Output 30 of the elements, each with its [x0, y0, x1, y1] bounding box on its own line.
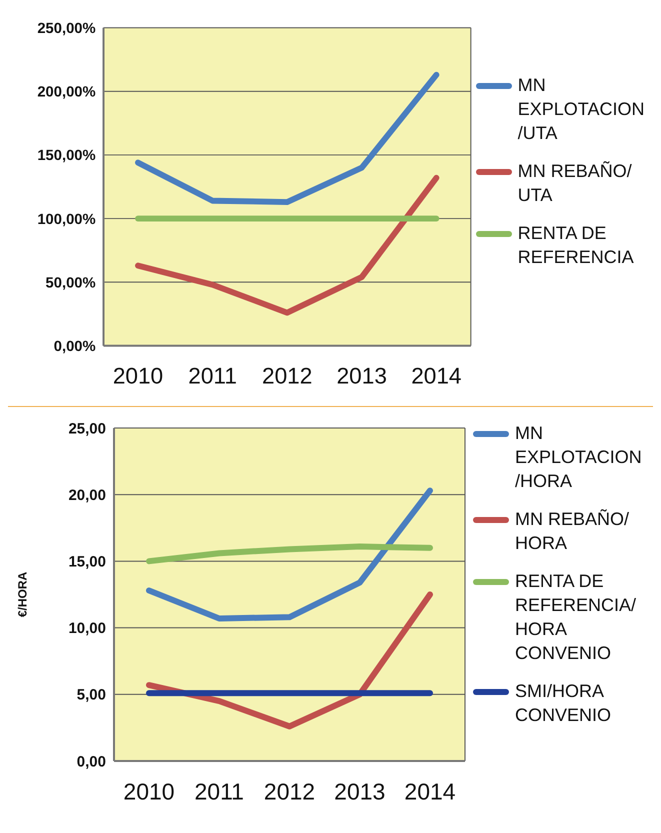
text: RENTA DE REFERENCIA/HORA CONVENIO — [515, 571, 636, 663]
legend-label: SMI/HORA CONVENIO — [515, 680, 612, 727]
y-tick-label: 0,00 — [76, 753, 106, 770]
text: MN REBAÑO/UTA — [518, 161, 632, 205]
y-axis-title: €/HORA — [15, 572, 30, 618]
x-tick-label: 2010 — [112, 364, 164, 389]
y-tick-label: 200,00% — [37, 84, 96, 101]
x-tick-label: 2011 — [194, 778, 244, 804]
y-tick-label: 150,00% — [37, 148, 96, 164]
y-tick-label: 20,00 — [68, 486, 106, 504]
legend-label: MN EXPLOTACION/HORA — [515, 422, 643, 493]
x-tick-label: 2014 — [404, 778, 456, 804]
x-tick-label: 2010 — [123, 778, 175, 804]
x-tick-label: 2013 — [336, 364, 387, 389]
text: MN REBAÑO/HORA — [515, 509, 630, 553]
legend-label: MN EXPLOTACION/UTA — [518, 74, 646, 145]
y-tick-label: 250,00% — [37, 20, 96, 37]
y-tick-label: 50,00% — [46, 275, 96, 292]
x-tick-label: 2013 — [334, 778, 386, 804]
y-tick-label: 10,00 — [68, 620, 106, 638]
x-tick-label: 2014 — [411, 364, 462, 389]
x-tick-label: 2012 — [262, 364, 312, 389]
y-tick-label: 5,00 — [76, 686, 106, 704]
x-tick-label: 2011 — [188, 364, 237, 389]
y-tick-label: 15,00 — [68, 554, 106, 571]
legend-label: RENTA DE REFERENCIA — [518, 222, 635, 269]
y-tick-label: 25,00 — [68, 420, 106, 438]
x-tick-label: 2012 — [264, 778, 316, 804]
y-tick-label: 0,00% — [54, 339, 96, 356]
y-tick-label: 100,00% — [37, 212, 96, 228]
